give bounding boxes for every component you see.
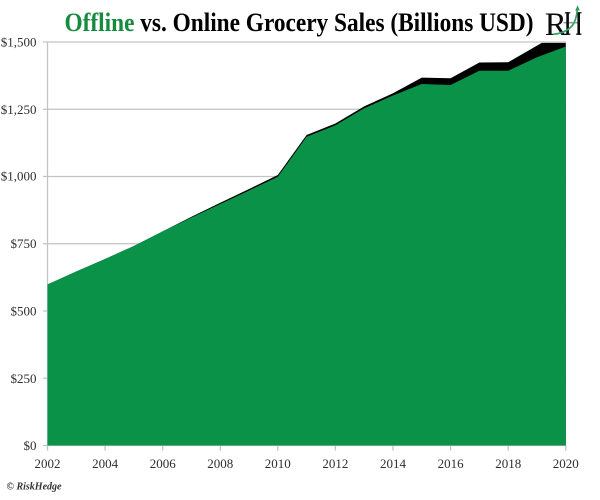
- svg-text:$750: $750: [11, 236, 37, 251]
- svg-text:2004: 2004: [92, 456, 119, 471]
- svg-text:$1,500: $1,500: [1, 35, 37, 50]
- svg-text:$500: $500: [11, 304, 37, 319]
- svg-text:2006: 2006: [150, 456, 177, 471]
- svg-text:2008: 2008: [207, 456, 233, 471]
- svg-text:2020: 2020: [553, 456, 579, 471]
- svg-text:© RiskHedge: © RiskHedge: [7, 482, 63, 493]
- svg-text:Offline vs. Online Grocery Sal: Offline vs. Online Grocery Sales (Billio…: [65, 8, 534, 37]
- svg-text:2010: 2010: [265, 456, 291, 471]
- svg-text:2012: 2012: [322, 456, 348, 471]
- svg-text:$250: $250: [11, 371, 37, 386]
- svg-text:2018: 2018: [495, 456, 521, 471]
- svg-text:$0: $0: [24, 438, 37, 453]
- svg-text:$1,000: $1,000: [1, 169, 37, 184]
- svg-text:2016: 2016: [438, 456, 465, 471]
- svg-text:2014: 2014: [380, 456, 407, 471]
- svg-text:2002: 2002: [35, 456, 61, 471]
- svg-text:R: R: [545, 7, 567, 43]
- svg-text:$1,250: $1,250: [1, 102, 37, 117]
